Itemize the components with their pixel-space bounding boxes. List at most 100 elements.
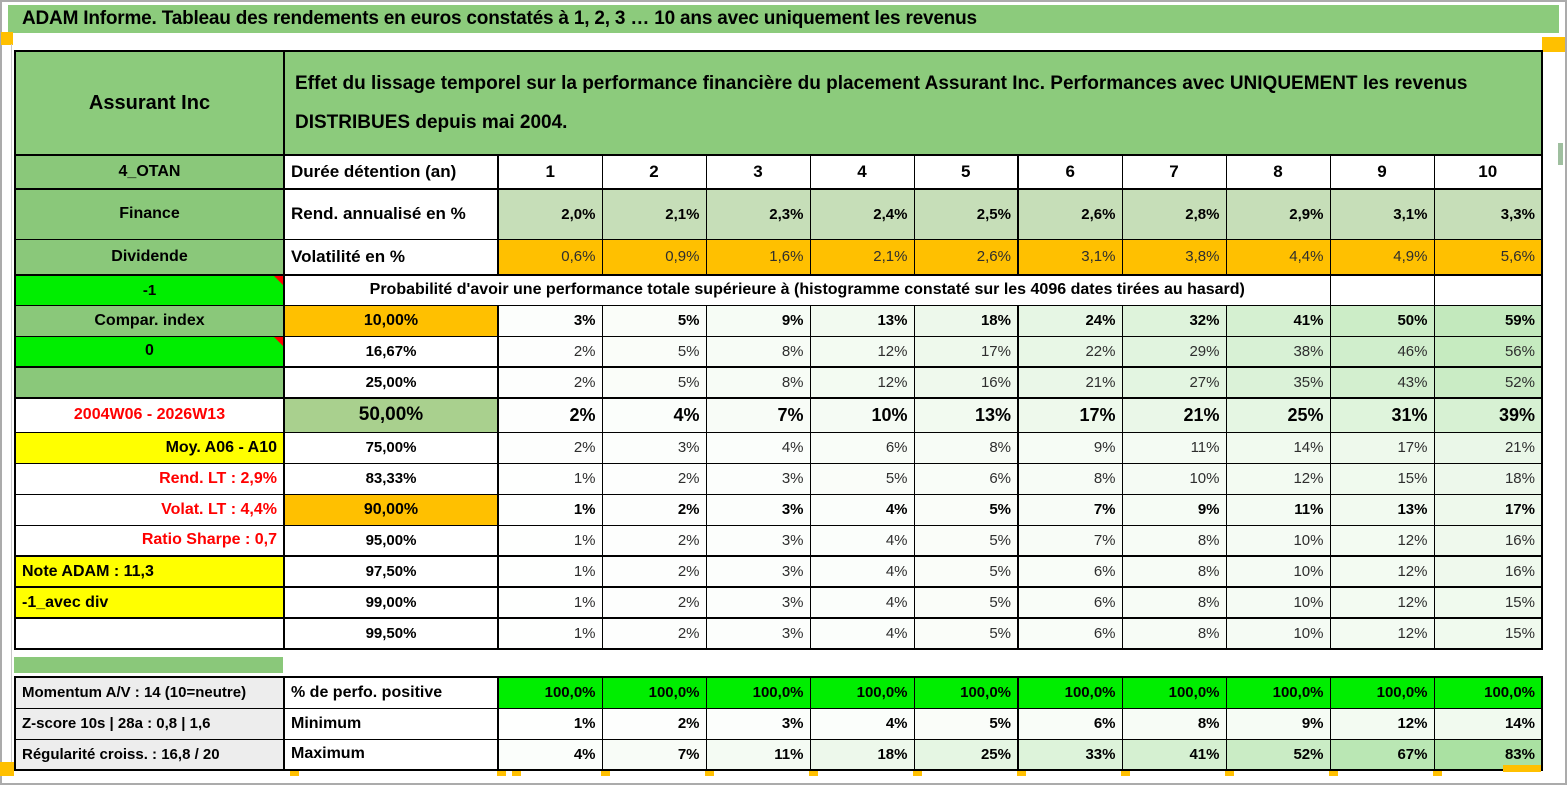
prob-p25-y7[interactable]: 27% [1121,366,1227,399]
left-cell-p16[interactable]: 0 [14,335,285,368]
prob-p95-y7[interactable]: 8% [1121,524,1227,557]
row-label-4otan[interactable]: 4_OTAN [14,154,285,190]
proba-header-text[interactable]: Probabilité d'avoir une performance tota… [283,274,1331,306]
prob-p90-y7[interactable]: 9% [1121,493,1227,526]
stat-label-max[interactable]: Maximum [283,738,499,771]
stat-perfo-y6[interactable]: 100,0% [1017,676,1123,709]
stat-left-min[interactable]: Z-score 10s | 28a : 0,8 | 1,6 [14,707,285,740]
stat-perfo-y5[interactable]: 100,0% [913,676,1019,709]
stat-perfo-y10[interactable]: 100,0% [1433,676,1543,709]
volat-value-y1[interactable]: 0,6% [497,238,603,276]
left-cell-p995[interactable] [14,617,285,650]
left-cell-p50[interactable]: 2004W06 - 2026W13 [14,397,285,433]
company-cell[interactable]: Assurant Inc [14,50,285,156]
stat-max-y2[interactable]: 7% [601,738,707,771]
threshold-p90[interactable]: 90,00% [283,493,499,526]
stat-max-y9[interactable]: 67% [1329,738,1435,771]
prob-p50-y8[interactable]: 25% [1225,397,1331,433]
prob-p75-y3[interactable]: 4% [705,431,811,464]
prob-p99-y1[interactable]: 1% [497,586,603,619]
prob-p75-y7[interactable]: 11% [1121,431,1227,464]
year-header-9[interactable]: 9 [1329,154,1435,190]
prob-p90-y4[interactable]: 4% [809,493,915,526]
left-cell-p95[interactable]: Ratio Sharpe : 0,7 [14,524,285,557]
threshold-p995[interactable]: 99,50% [283,617,499,650]
stat-min-y10[interactable]: 14% [1433,707,1543,740]
prob-p16-y9[interactable]: 46% [1329,335,1435,368]
duration-label[interactable]: Durée détention (an) [283,154,499,190]
prob-p995-y6[interactable]: 6% [1017,617,1123,650]
prob-p10-y2[interactable]: 5% [601,304,707,337]
prob-p10-y6[interactable]: 24% [1017,304,1123,337]
prob-p25-y10[interactable]: 52% [1433,366,1543,399]
prob-p16-y1[interactable]: 2% [497,335,603,368]
prob-p95-y5[interactable]: 5% [913,524,1019,557]
threshold-p975[interactable]: 97,50% [283,555,499,588]
year-header-10[interactable]: 10 [1433,154,1543,190]
prob-p95-y2[interactable]: 2% [601,524,707,557]
stat-max-y1[interactable]: 4% [497,738,603,771]
stat-min-y6[interactable]: 6% [1017,707,1123,740]
prob-p995-y1[interactable]: 1% [497,617,603,650]
stat-label-perfo[interactable]: % de perfo. positive [283,676,499,709]
prob-p16-y10[interactable]: 56% [1433,335,1543,368]
year-header-4[interactable]: 4 [809,154,915,190]
prob-p10-y8[interactable]: 41% [1225,304,1331,337]
stat-max-y8[interactable]: 52% [1225,738,1331,771]
prob-p90-y9[interactable]: 13% [1329,493,1435,526]
prob-p83-y2[interactable]: 2% [601,462,707,495]
prob-p975-y1[interactable]: 1% [497,555,603,588]
rend-value-y7[interactable]: 2,8% [1121,188,1227,240]
prob-p75-y4[interactable]: 6% [809,431,915,464]
prob-p995-y3[interactable]: 3% [705,617,811,650]
volat-value-y7[interactable]: 3,8% [1121,238,1227,276]
prob-p995-y5[interactable]: 5% [913,617,1019,650]
prob-p99-y10[interactable]: 15% [1433,586,1543,619]
prob-p975-y7[interactable]: 8% [1121,555,1227,588]
prob-p50-y3[interactable]: 7% [705,397,811,433]
stat-perfo-y9[interactable]: 100,0% [1329,676,1435,709]
left-cell-p99[interactable]: -1_avec div [14,586,285,619]
prob-p75-y5[interactable]: 8% [913,431,1019,464]
prob-p90-y1[interactable]: 1% [497,493,603,526]
stat-min-y3[interactable]: 3% [705,707,811,740]
prob-p95-y3[interactable]: 3% [705,524,811,557]
volat-value-y5[interactable]: 2,6% [913,238,1019,276]
stat-min-y9[interactable]: 12% [1329,707,1435,740]
prob-p90-y8[interactable]: 11% [1225,493,1331,526]
year-header-8[interactable]: 8 [1225,154,1331,190]
threshold-p75[interactable]: 75,00% [283,431,499,464]
rend-value-y5[interactable]: 2,5% [913,188,1019,240]
prob-p25-y4[interactable]: 12% [809,366,915,399]
year-header-3[interactable]: 3 [705,154,811,190]
prob-p975-y6[interactable]: 6% [1017,555,1123,588]
prob-p95-y4[interactable]: 4% [809,524,915,557]
stat-perfo-y7[interactable]: 100,0% [1121,676,1227,709]
stat-max-y6[interactable]: 33% [1017,738,1123,771]
rend-value-y4[interactable]: 2,4% [809,188,915,240]
prob-p99-y7[interactable]: 8% [1121,586,1227,619]
prob-p25-y5[interactable]: 16% [913,366,1019,399]
prob-p50-y6[interactable]: 17% [1017,397,1123,433]
rend-value-y6[interactable]: 2,6% [1017,188,1123,240]
prob-p16-y2[interactable]: 5% [601,335,707,368]
prob-p95-y1[interactable]: 1% [497,524,603,557]
proba-header-empty-10[interactable] [1433,274,1543,306]
prob-p50-y9[interactable]: 31% [1329,397,1435,433]
prob-p10-y10[interactable]: 59% [1433,304,1543,337]
volat-value-y8[interactable]: 4,4% [1225,238,1331,276]
prob-p995-y4[interactable]: 4% [809,617,915,650]
rend-value-y1[interactable]: 2,0% [497,188,603,240]
prob-p99-y6[interactable]: 6% [1017,586,1123,619]
prob-p99-y2[interactable]: 2% [601,586,707,619]
prob-p99-y4[interactable]: 4% [809,586,915,619]
threshold-p50[interactable]: 50,00% [283,397,499,433]
stat-min-y5[interactable]: 5% [913,707,1019,740]
threshold-p16[interactable]: 16,67% [283,335,499,368]
prob-p90-y10[interactable]: 17% [1433,493,1543,526]
prob-p83-y4[interactable]: 5% [809,462,915,495]
prob-p975-y9[interactable]: 12% [1329,555,1435,588]
prob-p90-y3[interactable]: 3% [705,493,811,526]
left-cell-p10[interactable]: Compar. index [14,304,285,337]
prob-p10-y3[interactable]: 9% [705,304,811,337]
